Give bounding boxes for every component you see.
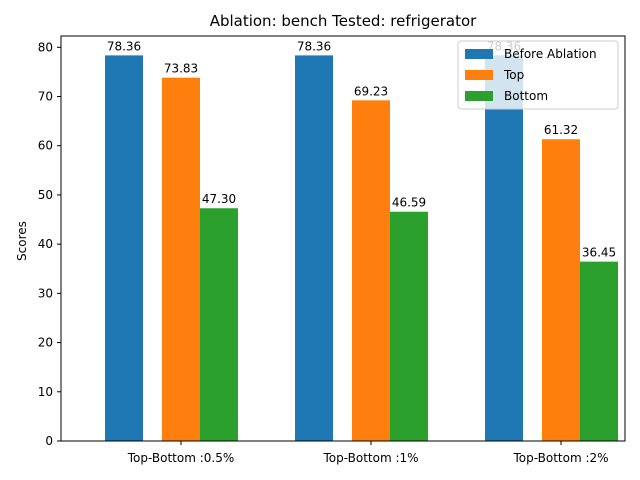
- y-axis-label: Scores: [15, 221, 29, 261]
- y-tick-label-3: 30: [38, 286, 53, 300]
- data-label-1-1: 69.23: [354, 84, 388, 98]
- y-tick-label-4: 40: [38, 237, 53, 251]
- data-label-2-1: 46.59: [392, 196, 426, 210]
- legend-swatch-1: [465, 70, 493, 80]
- x-tick-label-0: Top-Bottom :0.5%: [127, 451, 235, 465]
- bar-2-0: [200, 208, 238, 441]
- data-label-1-0: 73.83: [164, 62, 198, 76]
- bar-1-2: [542, 139, 580, 441]
- legend-swatch-2: [465, 91, 493, 101]
- x-axis: Top-Bottom :0.5% Top-Bottom :1% Top-Bottom…: [127, 441, 609, 465]
- legend-box: [457, 40, 619, 110]
- legend-swatch-0: [465, 49, 493, 59]
- y-tick-label-0: 0: [45, 434, 53, 448]
- bar-2-2: [580, 261, 618, 441]
- x-tick-label-2: Top-Bottom :2%: [512, 451, 608, 465]
- bars-layer: [105, 55, 618, 442]
- y-tick-label-6: 60: [38, 139, 53, 153]
- y-tick-label-1: 10: [38, 385, 53, 399]
- y-tick-label-7: 70: [38, 90, 53, 104]
- data-label-2-2: 36.45: [582, 246, 616, 260]
- data-label-1-2: 61.32: [544, 123, 578, 137]
- plot-frame: [60, 35, 626, 442]
- chart-title: Ablation: bench Tested: refrigerator: [210, 12, 477, 30]
- y-tick-label-2: 20: [38, 336, 53, 350]
- data-label-0-1: 78.36: [297, 39, 331, 53]
- bar-2-1: [390, 211, 428, 441]
- legend-label-0: Before Ablation: [504, 47, 597, 61]
- data-label-0-0: 78.36: [107, 39, 141, 53]
- bar-0-2: [485, 55, 523, 441]
- legend: Before Ablation Top Bottom: [457, 40, 619, 110]
- bar-1-0: [162, 77, 200, 442]
- y-tick-label-8: 80: [38, 40, 53, 54]
- y-tick-label-5: 50: [38, 188, 53, 202]
- bar-0-1: [295, 55, 333, 441]
- data-label-2-0: 47.30: [202, 192, 236, 206]
- bar-1-1: [352, 100, 390, 441]
- y-axis: 0 10 20 30 40 50 60 70 80: [38, 40, 61, 448]
- bar-0-0: [105, 55, 143, 441]
- legend-label-2: Bottom: [504, 89, 548, 103]
- x-tick-label-1: Top-Bottom :1%: [322, 451, 418, 465]
- legend-label-1: Top: [503, 68, 524, 82]
